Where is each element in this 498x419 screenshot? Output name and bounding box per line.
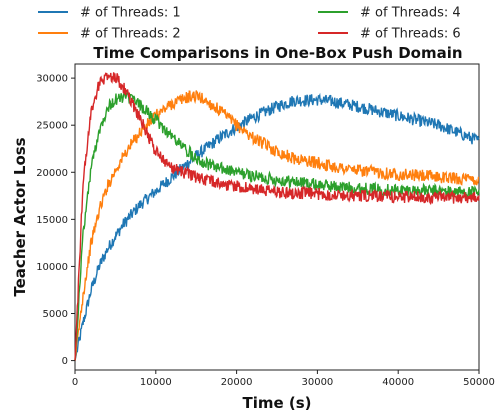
y-axis-title: Teacher Actor Loss [11,137,29,296]
x-axis-title: Time (s) [242,394,311,412]
y-tick-label: 0 [62,356,68,367]
chart-title: Time Comparisons in One-Box Push Domain [93,44,462,62]
legend-label: # of Threads: 2 [80,27,181,42]
legend-label: # of Threads: 6 [360,27,461,42]
plot-frame [74,63,480,371]
legend-label: # of Threads: 1 [80,6,181,21]
y-tick-label: 25000 [36,121,68,132]
y-tick-label: 15000 [36,215,68,226]
x-tick-label: 40000 [382,377,414,388]
legend-label: # of Threads: 4 [360,6,461,21]
series-line [74,90,480,361]
x-tick-label: 10000 [140,377,172,388]
y-tick-label: 20000 [36,168,68,179]
plot-area: 0 10000 20000 30000 40000 50000 0 5000 10000 150… [36,63,495,388]
x-tick-label: 20000 [221,377,253,388]
y-axis: 0 5000 10000 15000 20000 25000 30000 [36,74,75,367]
x-axis: 0 10000 20000 30000 40000 50000 [72,370,495,388]
x-tick-label: 30000 [301,377,333,388]
legend: # of Threads: 1 # of Threads: 2 # of Threa… [38,6,461,42]
x-tick-label: 0 [72,377,78,388]
series-line [74,92,480,361]
x-tick-label: 50000 [463,377,495,388]
series-line [74,91,480,361]
y-tick-label: 30000 [36,74,68,85]
y-tick-label: 5000 [43,309,68,320]
series-line [74,72,480,361]
y-tick-label: 10000 [36,262,68,273]
